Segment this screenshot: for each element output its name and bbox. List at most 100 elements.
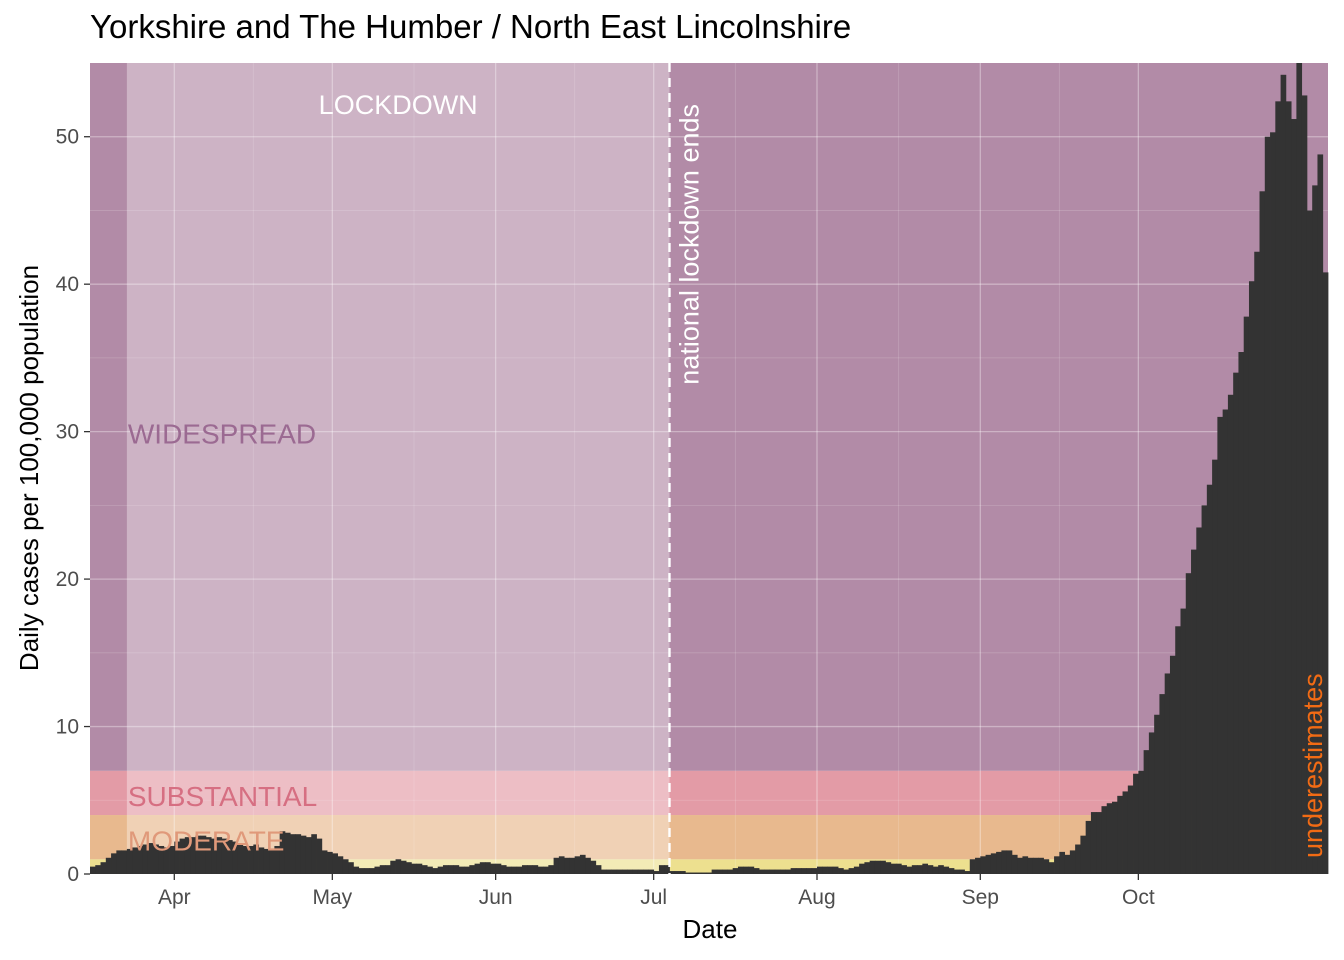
bar — [111, 853, 117, 874]
bar — [711, 869, 718, 874]
bar — [95, 865, 101, 874]
y-tick-label: 10 — [56, 716, 79, 739]
bar — [1122, 791, 1129, 874]
bar — [369, 868, 375, 874]
bar — [896, 863, 902, 874]
bar — [348, 862, 354, 874]
bar — [948, 868, 955, 874]
bar — [1043, 859, 1050, 874]
bar — [579, 854, 586, 874]
bar — [648, 869, 655, 874]
bar — [342, 859, 349, 874]
bar — [685, 872, 691, 874]
bar — [305, 837, 312, 874]
bar — [400, 860, 407, 874]
bar — [548, 865, 554, 874]
bar — [569, 857, 576, 874]
bar — [764, 869, 770, 874]
bar — [453, 865, 460, 874]
bar — [1154, 714, 1160, 874]
x-tick-label: Jun — [479, 886, 513, 909]
bar — [395, 859, 402, 874]
bar — [200, 835, 207, 874]
bar — [1143, 750, 1150, 874]
bar — [637, 869, 644, 874]
bar — [1196, 527, 1202, 874]
bar — [442, 865, 449, 874]
bar — [632, 869, 639, 874]
bar — [959, 869, 965, 874]
bar — [838, 868, 844, 874]
bar — [327, 851, 333, 874]
bar — [680, 871, 686, 874]
bar — [558, 856, 565, 874]
bar — [1080, 835, 1087, 874]
bar — [816, 866, 823, 874]
bar — [543, 866, 549, 874]
bar — [1169, 655, 1176, 874]
bar — [811, 868, 818, 874]
bar — [774, 869, 781, 874]
bar — [1090, 812, 1097, 874]
bar — [1138, 770, 1145, 874]
bar — [379, 865, 386, 874]
bar — [537, 866, 544, 874]
bar — [564, 857, 570, 874]
bar — [753, 868, 760, 874]
bar — [358, 868, 365, 874]
bar — [859, 863, 865, 874]
bar — [1017, 857, 1023, 874]
bar — [226, 840, 233, 874]
bar — [553, 857, 560, 874]
bar — [832, 866, 839, 874]
bar — [211, 838, 217, 874]
bar — [643, 869, 649, 874]
bar — [627, 869, 634, 874]
x-tick-label: Jul — [640, 886, 667, 909]
bar — [1254, 251, 1260, 874]
bar — [1006, 850, 1013, 874]
bar — [490, 863, 497, 874]
bar — [479, 862, 486, 874]
bar — [290, 834, 296, 874]
bar — [316, 838, 323, 874]
bar — [1054, 856, 1060, 874]
bar — [1285, 101, 1292, 874]
bar — [1032, 857, 1039, 874]
bar — [284, 832, 291, 874]
bar — [511, 866, 518, 874]
bar — [785, 869, 792, 874]
x-tick-label: Sep — [962, 886, 999, 909]
bar — [622, 869, 628, 874]
underestimates-label: underestimates — [1298, 673, 1328, 858]
bar — [1075, 844, 1081, 874]
bar — [606, 869, 612, 874]
x-tick-label: Aug — [798, 886, 835, 909]
bar — [1280, 74, 1287, 874]
bar — [248, 845, 254, 874]
bar — [1296, 63, 1303, 874]
bar — [1201, 505, 1208, 874]
bar — [169, 845, 175, 874]
bar — [1191, 549, 1197, 874]
bar — [911, 865, 918, 874]
bar — [1112, 801, 1118, 874]
plot-background — [90, 63, 1328, 874]
bar — [706, 872, 713, 874]
bar — [922, 863, 929, 874]
bar — [1227, 394, 1234, 874]
bar — [448, 865, 454, 874]
bar — [980, 856, 986, 874]
bar — [590, 860, 597, 874]
lockdown-label: LOCKDOWN — [319, 90, 478, 120]
bar — [1064, 854, 1071, 874]
bar — [1133, 773, 1139, 874]
bar — [427, 866, 433, 874]
bar — [990, 853, 997, 874]
bar — [253, 844, 259, 874]
bar — [737, 866, 744, 874]
band-label-substantial: SUBSTANTIAL — [128, 781, 317, 812]
bar — [232, 841, 238, 874]
bar — [353, 866, 360, 874]
bar — [1222, 409, 1229, 874]
